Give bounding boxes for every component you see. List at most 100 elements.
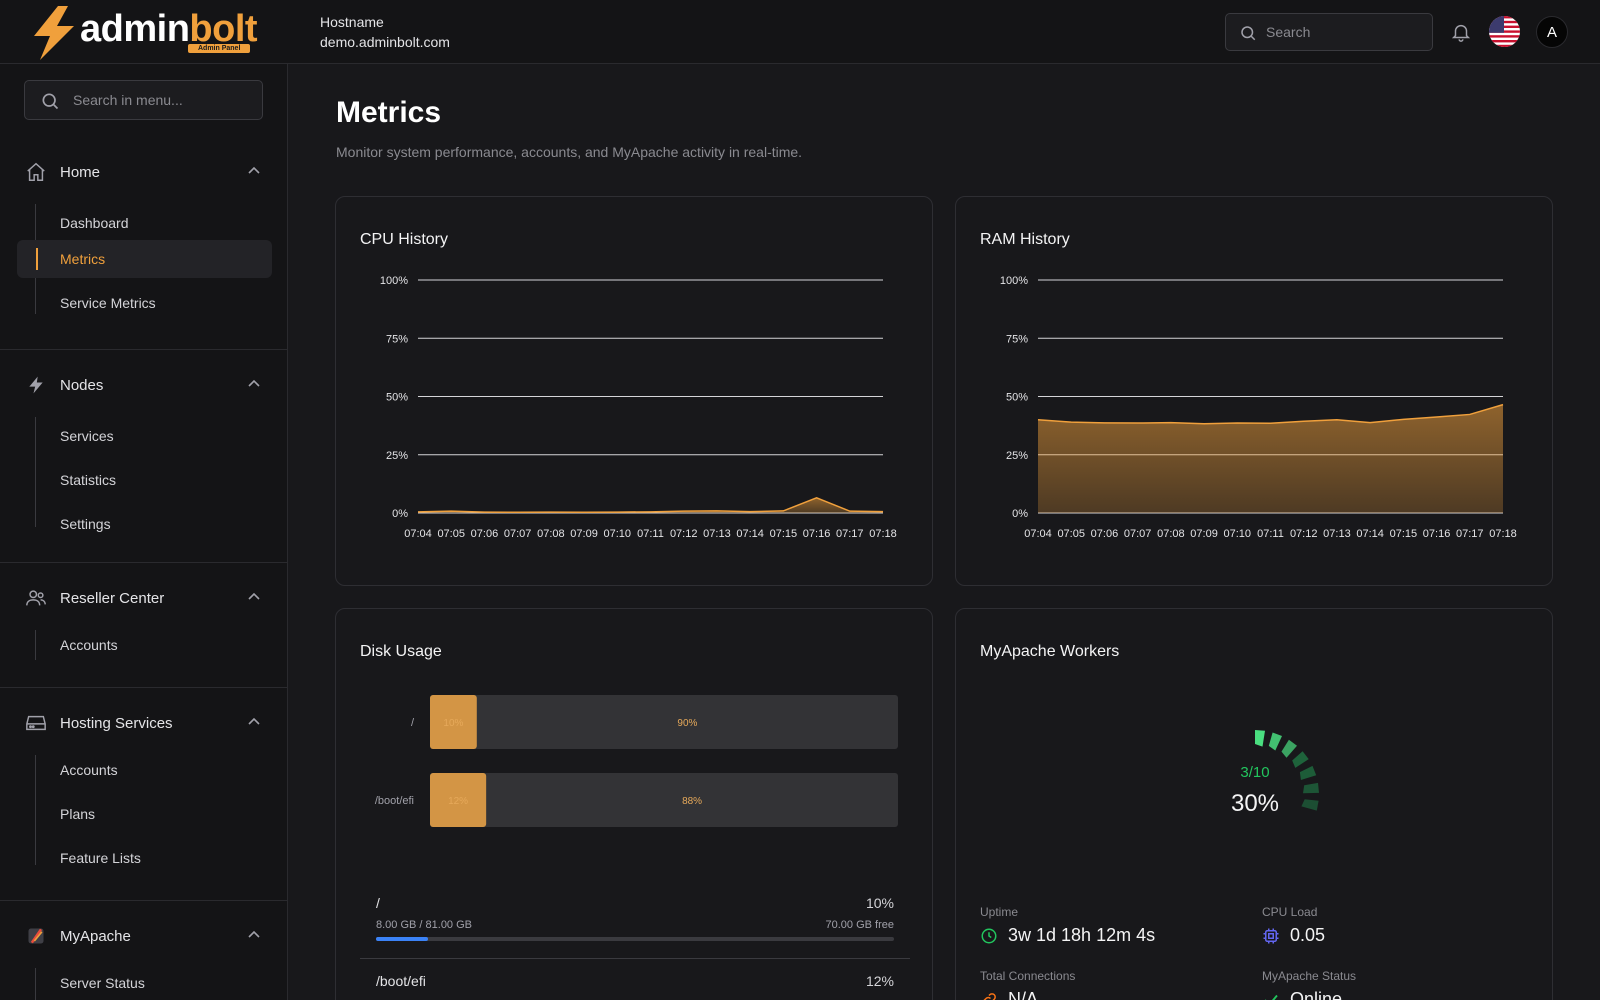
check-icon — [1264, 994, 1278, 1000]
uptime-value: 3w 1d 18h 12m 4s — [1008, 925, 1156, 945]
global-search-input[interactable]: Search — [1225, 13, 1433, 51]
cpu-load-label: CPU Load — [1262, 905, 1318, 919]
sidebar-nodes-items: Services Statistics Settings — [35, 417, 116, 532]
sidebar-item-reseller-accounts[interactable]: Accounts — [60, 637, 118, 653]
sidebar-item-feature-lists[interactable]: Feature Lists — [60, 850, 141, 866]
cpu-history-card: CPU History 0% 25% 50% 75% 100% 07:04 07:05 07:… — [335, 196, 933, 586]
brand-name: adminbolt — [80, 8, 258, 50]
hostname-block: Hostname demo.adminbolt.com — [320, 12, 450, 52]
sidebar-divider — [0, 562, 287, 563]
ram-history-x-tick-label: 07:09 — [1190, 528, 1218, 540]
sidebar-group-home[interactable]: Home — [24, 158, 264, 186]
users-icon — [26, 590, 46, 606]
gauge-segment-idle — [1292, 751, 1309, 768]
total-connections-label: Total Connections — [980, 969, 1076, 983]
myapache-workers-card: MyApache Workers 3/10 30% Uptime 3w 1d 1… — [955, 608, 1553, 1000]
sidebar-item-plans[interactable]: Plans — [60, 806, 96, 822]
clock-icon — [981, 928, 997, 943]
sidebar-item-dashboard[interactable]: Dashboard — [60, 215, 129, 231]
sidebar-group-label: MyApache — [60, 927, 131, 945]
cpu-history-y-tick-label: 25% — [386, 450, 408, 462]
ram-history-x-tick-label: 07:18 — [1489, 528, 1517, 540]
ram-history-y-tick-label: 0% — [1012, 508, 1028, 520]
sidebar-myapache-items: Server Status — [35, 968, 145, 1000]
sidebar-item-metrics[interactable]: Metrics — [17, 240, 272, 278]
gauge-segment-idle — [1299, 765, 1317, 780]
cpu-history-title: CPU History — [360, 231, 449, 248]
chevron-up-icon[interactable] — [248, 592, 260, 600]
cpu-history-x-tick-label: 07:10 — [604, 528, 632, 540]
ram-history-x-tick-label: 07:11 — [1257, 528, 1284, 540]
ram-history-y-tick-label: 100% — [1000, 275, 1028, 287]
gauge-segment-active — [1268, 732, 1282, 751]
disk-divider — [360, 958, 910, 959]
chevron-up-icon[interactable] — [248, 930, 260, 938]
brand-badge: Admin Panel — [188, 44, 251, 53]
cpu-history-x-tick-label: 07:04 — [404, 528, 432, 540]
search-icon — [42, 93, 59, 110]
disk-free: 70.00 GB free — [825, 919, 895, 931]
sidebar-group-label: Home — [60, 163, 101, 181]
user-avatar[interactable]: A — [1536, 16, 1568, 48]
sidebar-group-hosting-services[interactable]: Hosting Services — [24, 709, 264, 737]
ram-history-x-tick-label: 07:17 — [1456, 528, 1484, 540]
ram-history-x-tick-label: 07:05 — [1057, 528, 1085, 540]
brand-logo[interactable]: adminbolt Admin Panel — [30, 6, 260, 60]
cpu-history-x-tick-label: 07:08 — [537, 528, 565, 540]
sidebar-reseller-items: Accounts — [35, 630, 118, 660]
cpu-history-x-tick-label: 07:11 — [637, 528, 664, 540]
cpu-history-x-tick-label: 07:06 — [471, 528, 499, 540]
hostname-label: Hostname — [320, 14, 384, 30]
sidebar-item-statistics[interactable]: Statistics — [60, 472, 117, 488]
search-icon — [1241, 26, 1256, 41]
total-connections-stat: Total Connections N/A — [980, 969, 1075, 1000]
cpu-history-x-tick-label: 07:07 — [504, 528, 532, 540]
cpu-history-x-tick-label: 07:12 — [670, 528, 698, 540]
ram-history-x-tick-label: 07:13 — [1323, 528, 1351, 540]
sidebar-item-services[interactable]: Services — [60, 428, 114, 444]
sidebar-group-reseller-center[interactable]: Reseller Center — [24, 584, 264, 612]
gauge-segment-idle — [1301, 799, 1319, 811]
gauge-segment-active — [1255, 730, 1265, 747]
disk-used: 8.00 GB / 81.00 GB — [376, 919, 473, 931]
us-flag-icon[interactable] — [1489, 16, 1520, 47]
disk-bar-free[interactable] — [430, 773, 898, 827]
sidebar-group-label: Reseller Center — [60, 589, 165, 607]
cpu-history-x-tick-label: 07:15 — [770, 528, 798, 540]
sidebar-item-service-metrics[interactable]: Service Metrics — [60, 295, 156, 311]
ram-history-x-tick-label: 07:07 — [1124, 528, 1152, 540]
cpu-history-x-tick-label: 07:16 — [803, 528, 831, 540]
sidebar-item-hosting-accounts[interactable]: Accounts — [60, 762, 118, 778]
sidebar-divider — [0, 349, 287, 350]
sidebar-group-nodes[interactable]: Nodes — [24, 371, 264, 399]
chevron-up-icon[interactable] — [248, 379, 260, 387]
cpu-load-value: 0.05 — [1290, 925, 1326, 945]
sidebar-item-server-status[interactable]: Server Status — [60, 975, 145, 991]
chevron-up-icon[interactable] — [248, 717, 260, 725]
cpu-history-x-tick-label: 07:09 — [570, 528, 598, 540]
sidebar-item-settings[interactable]: Settings — [60, 516, 111, 532]
sidebar-group-label: Hosting Services — [60, 714, 173, 732]
ram-history-area — [1038, 404, 1503, 513]
top-bar: adminbolt Admin Panel Hostname demo.admi… — [0, 0, 1600, 64]
disk-progress-fill — [376, 937, 428, 941]
page-title: Metrics — [336, 96, 442, 129]
chevron-up-icon[interactable] — [248, 166, 260, 174]
disk-bar-free-label: 90% — [677, 718, 697, 729]
bell-icon[interactable] — [1450, 20, 1472, 44]
disk-bar-used[interactable] — [430, 773, 487, 827]
sidebar-divider — [0, 900, 287, 901]
disk-usage-card: Disk Usage / 10% 90% /boot/efi 12% 88% / 10% … — [335, 608, 933, 1000]
lightning-logo-icon — [34, 6, 74, 60]
disk-percent: 10% — [865, 895, 894, 911]
disk-bar-used[interactable] — [430, 695, 477, 749]
cpu-history-y-tick-label: 75% — [386, 333, 408, 345]
cpu-history-x-tick-label: 07:14 — [736, 528, 764, 540]
bolt-icon — [29, 376, 43, 394]
disk-progress-track — [376, 937, 894, 941]
cpu-load-stat: CPU Load 0.05 — [1262, 905, 1325, 946]
menu-search-input[interactable]: Search in menu... — [24, 80, 263, 120]
sidebar-group-myapache[interactable]: MyApache — [24, 922, 264, 950]
disk-bar-free[interactable] — [430, 695, 898, 749]
page-subtitle: Monitor system performance, accounts, an… — [336, 144, 803, 160]
